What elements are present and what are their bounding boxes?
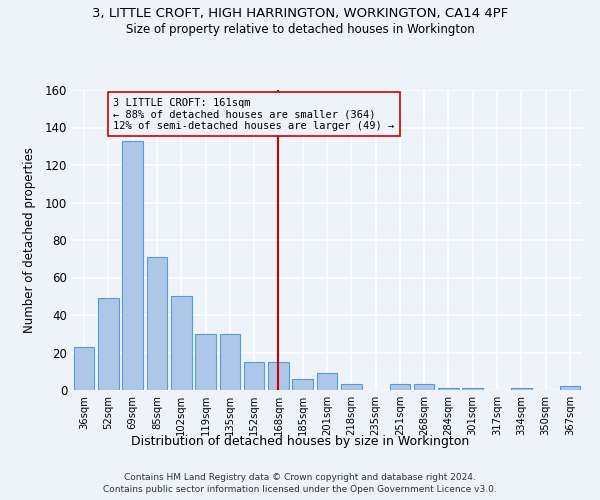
Bar (341, 384, 362, 390)
Text: Contains HM Land Registry data © Crown copyright and database right 2024.: Contains HM Land Registry data © Crown c… (124, 472, 476, 482)
Text: Size of property relative to detached houses in Workington: Size of property relative to detached ho… (125, 22, 475, 36)
Bar (98, 298, 119, 390)
Bar (317, 373, 337, 390)
Text: Contains public sector information licensed under the Open Government Licence v3: Contains public sector information licen… (103, 485, 497, 494)
Bar (511, 388, 532, 390)
Bar (292, 379, 313, 390)
Bar (122, 140, 143, 390)
Bar (195, 334, 216, 390)
Text: 3 LITTLE CROFT: 161sqm
← 88% of detached houses are smaller (364)
12% of semi-de: 3 LITTLE CROFT: 161sqm ← 88% of detached… (113, 98, 395, 130)
Bar (146, 257, 167, 390)
Text: 3, LITTLE CROFT, HIGH HARRINGTON, WORKINGTON, CA14 4PF: 3, LITTLE CROFT, HIGH HARRINGTON, WORKIN… (92, 8, 508, 20)
Bar (438, 388, 459, 390)
Bar (244, 362, 265, 390)
Text: Distribution of detached houses by size in Workington: Distribution of detached houses by size … (131, 435, 469, 448)
Bar (463, 388, 483, 390)
Bar (268, 362, 289, 390)
Bar (414, 384, 434, 390)
Bar (74, 347, 94, 390)
Y-axis label: Number of detached properties: Number of detached properties (23, 147, 37, 333)
Bar (171, 296, 191, 390)
Bar (389, 384, 410, 390)
Bar (220, 334, 240, 390)
Bar (560, 386, 580, 390)
